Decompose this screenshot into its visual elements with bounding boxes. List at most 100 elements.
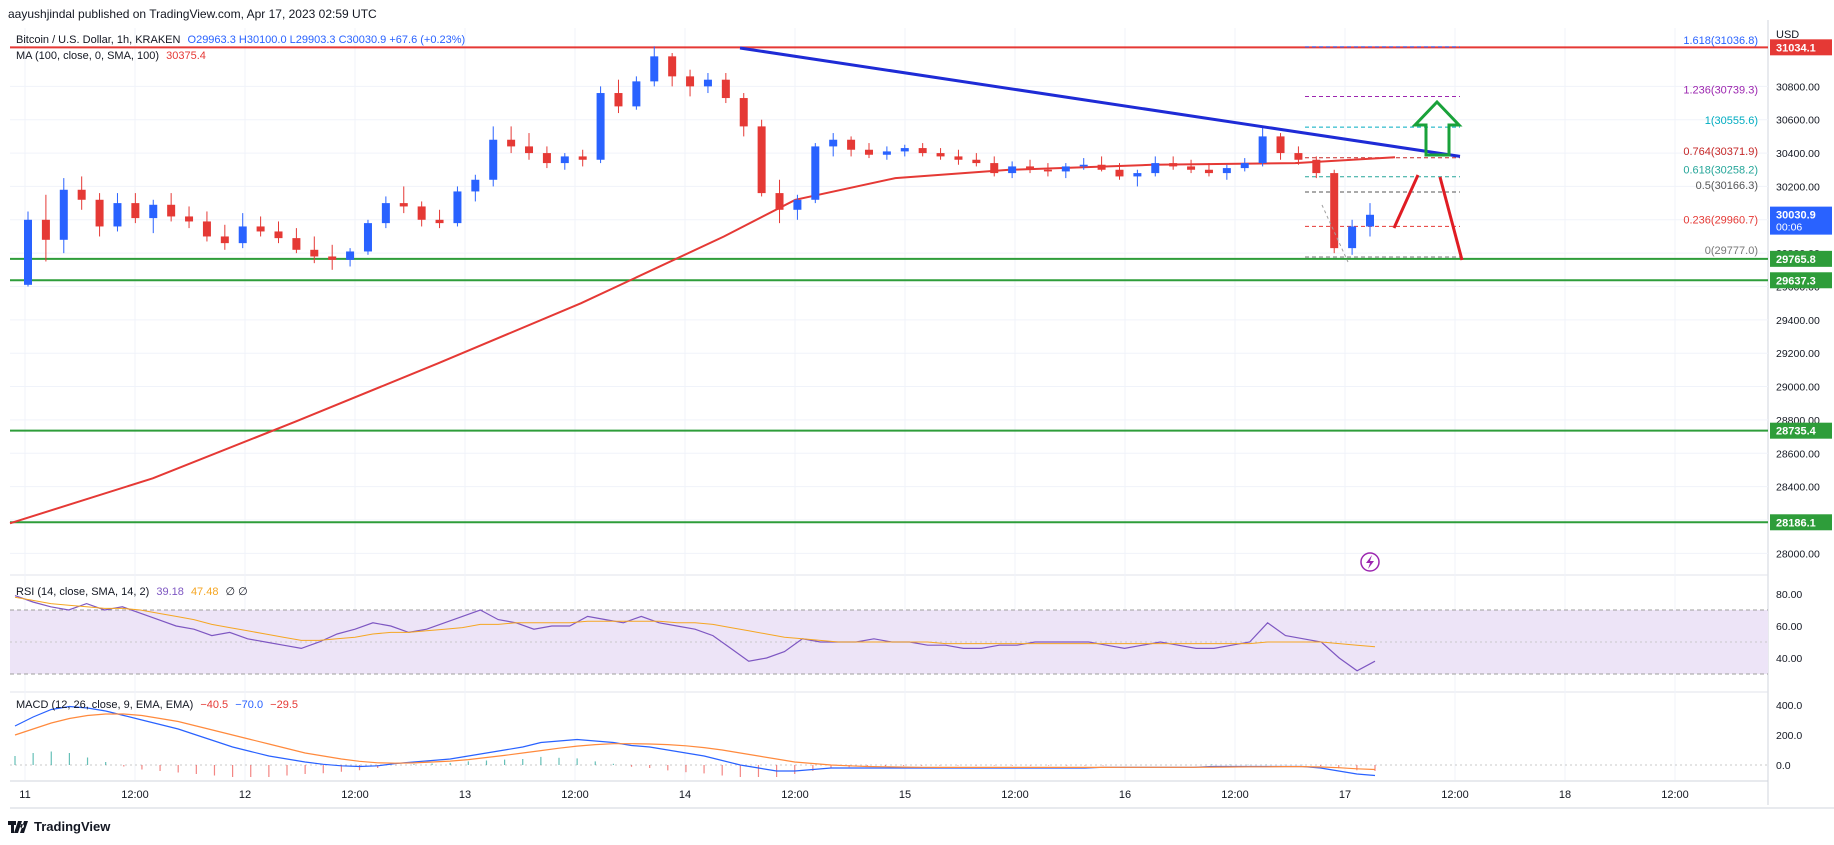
candle-body [1276,136,1285,154]
candle [614,79,623,114]
candle [328,244,337,270]
time-tick-label: 16 [1119,789,1131,801]
time-tick-label: 12:00 [1661,789,1689,801]
candle-body [220,236,229,244]
candle [1348,219,1357,255]
time-tick-label: 11 [19,789,30,801]
candle [1222,164,1231,180]
candle [220,224,229,250]
fib-label: 1(30555.6) [1705,115,1758,127]
ma100-line [9,156,1396,525]
candle [292,228,301,254]
measure-dash [1321,204,1349,263]
candle [1258,126,1267,167]
candle [77,176,86,210]
candle-body [274,231,283,239]
rsi-extra: ∅ ∅ [225,586,248,598]
candle [131,193,140,224]
candle-body [1222,168,1231,174]
macd-tick-label: 200.0 [1776,730,1802,742]
price-tag-label: 28735.4 [1776,426,1817,438]
candle-body [1008,166,1017,174]
candle-body [363,223,372,252]
candle-body [1043,169,1052,172]
candle [650,46,659,87]
candle-body [811,146,820,200]
time-tick-label: 12:00 [341,789,369,801]
candle [1026,159,1035,174]
candle [775,179,784,224]
candle [1330,169,1339,254]
price-tag-label: 29637.3 [1776,275,1816,287]
symbol-name: Bitcoin / U.S. Dollar, 1h, KRAKEN [16,34,181,46]
time-tick-label: 17 [1339,789,1351,801]
candle [1276,133,1285,160]
candle-body [1204,169,1213,174]
candle-body [489,139,498,180]
candle [1366,203,1374,237]
candle-body [847,139,856,150]
candle-body [686,76,695,87]
candle [417,201,426,227]
time-tick-label: 12 [239,789,251,801]
fib-label: 0.5(30166.3) [1696,180,1758,192]
price-tick-label: 30400.00 [1776,148,1820,160]
candle-body [292,238,301,250]
candle-body [328,256,337,260]
candle-body [256,226,265,232]
candle-body [829,139,838,147]
candle-body [238,226,247,244]
candle [542,146,551,169]
candle [1043,163,1052,177]
currency-label: USD [1776,29,1799,41]
rsi-value: 39.18 [156,586,184,598]
macd-signal-line [14,713,1376,771]
price-tick-label: 30600.00 [1776,115,1820,127]
rsi-legend: RSI (14, close, SMA, 14, 2) 39.18 47.48 … [16,585,252,598]
candle [1294,146,1303,165]
time-tick-label: 12:00 [121,789,149,801]
candle-body [1079,164,1088,167]
price-tick-label: 29000.00 [1776,382,1820,394]
candle-body [399,203,408,207]
footer-brand[interactable]: TradingView [8,819,110,834]
candle-body [793,199,802,210]
candle-body [1330,173,1339,249]
candle [453,186,462,227]
candle [185,206,194,229]
candle [95,193,104,237]
candle-body [1294,153,1303,160]
candle-body [381,203,390,224]
candle [202,211,211,242]
candle [1115,163,1124,180]
candle [1187,159,1196,174]
time-tick-label: 18 [1559,789,1571,801]
candle [686,69,695,97]
candle [41,194,50,262]
candle-body [1240,163,1249,169]
candle-body [650,56,659,82]
candle [847,136,856,157]
time-tick-label: 14 [679,789,691,801]
candle-body [1312,159,1321,174]
candle-body [1097,164,1106,170]
price-tag-label: 31034.1 [1776,42,1816,54]
candle [167,193,176,222]
candle [936,148,945,160]
price-tick-label: 29400.00 [1776,315,1820,327]
candle [632,76,641,110]
candle [1204,163,1213,177]
candle-body [560,156,569,164]
rsi-tick-label: 60.00 [1776,621,1802,633]
time-tick-label: 12:00 [1441,789,1469,801]
candle [829,133,838,157]
candle-body [507,139,516,147]
price-tick-label: 28600.00 [1776,448,1820,460]
candle-body [202,221,211,237]
candle [990,156,999,177]
candle-body [614,93,623,107]
price-tag-countdown: 00:06 [1776,222,1802,234]
candle [757,119,766,197]
candle [149,199,158,234]
price-tick-label: 30200.00 [1776,181,1820,193]
